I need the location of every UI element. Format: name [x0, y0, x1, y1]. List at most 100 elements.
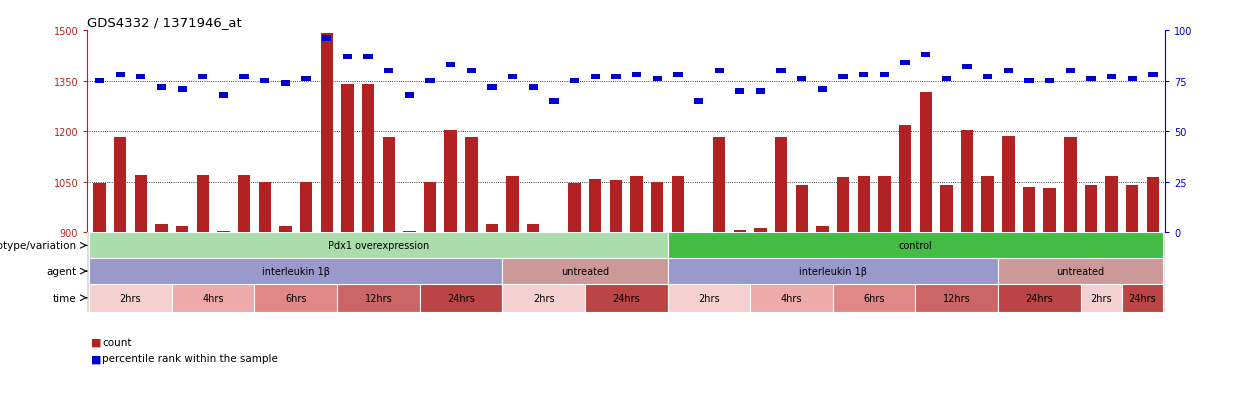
Bar	[797, 76, 807, 82]
Bar	[818, 87, 827, 93]
Text: Pdx1 overexpression: Pdx1 overexpression	[327, 241, 430, 251]
Bar	[777, 69, 786, 74]
Text: 2hrs: 2hrs	[1091, 293, 1112, 303]
Bar	[136, 75, 146, 80]
Bar	[667, 284, 751, 312]
Bar	[90, 233, 667, 259]
Bar	[134, 176, 147, 233]
Bar	[1084, 186, 1097, 233]
Text: 6hrs: 6hrs	[285, 293, 306, 303]
Bar	[651, 183, 664, 233]
Bar	[998, 284, 1081, 312]
Bar	[693, 99, 703, 104]
Bar	[403, 231, 416, 233]
Bar	[259, 183, 271, 233]
Text: 24hrs: 24hrs	[1129, 293, 1157, 303]
Bar	[1066, 69, 1074, 74]
Bar	[667, 259, 998, 284]
Bar	[859, 73, 869, 78]
Text: 12hrs: 12hrs	[365, 293, 392, 303]
Bar	[632, 73, 641, 78]
Bar	[527, 225, 539, 233]
Bar	[529, 85, 538, 90]
Text: untreated: untreated	[1057, 266, 1104, 276]
Bar	[733, 230, 746, 233]
Bar	[444, 131, 457, 233]
Bar	[837, 178, 849, 233]
Bar	[833, 284, 915, 312]
Bar	[962, 64, 971, 70]
Text: time: time	[52, 293, 76, 303]
Bar	[90, 259, 502, 284]
Bar	[260, 78, 269, 84]
Bar	[342, 55, 352, 60]
Bar	[1107, 75, 1117, 80]
Text: 24hrs: 24hrs	[447, 293, 474, 303]
Bar	[364, 55, 372, 60]
Bar	[90, 284, 172, 312]
Text: agent: agent	[46, 266, 76, 276]
Bar	[589, 180, 601, 233]
Text: genotype/variation: genotype/variation	[0, 241, 76, 251]
Bar	[585, 284, 667, 312]
Bar	[941, 76, 951, 82]
Bar	[172, 284, 254, 312]
Bar	[1045, 78, 1055, 84]
Bar	[362, 85, 375, 233]
Bar	[93, 184, 106, 233]
Bar	[630, 176, 642, 233]
Bar	[178, 87, 187, 93]
Bar	[1023, 188, 1035, 233]
Bar	[751, 284, 833, 312]
Bar	[508, 75, 517, 80]
Bar	[774, 138, 787, 233]
Bar	[420, 284, 502, 312]
Bar	[197, 176, 209, 233]
Bar	[1043, 188, 1056, 233]
Text: 24hrs: 24hrs	[1026, 293, 1053, 303]
Bar	[507, 176, 519, 233]
Bar	[611, 75, 620, 80]
Text: GDS4332 / 1371946_at: GDS4332 / 1371946_at	[87, 16, 242, 29]
Bar	[838, 75, 848, 80]
Bar	[116, 73, 124, 78]
Bar	[238, 176, 250, 233]
Bar	[715, 69, 723, 74]
Bar	[341, 85, 354, 233]
Text: 4hrs: 4hrs	[203, 293, 224, 303]
Text: interleukin 1β: interleukin 1β	[261, 266, 330, 276]
Bar	[796, 186, 808, 233]
Text: 24hrs: 24hrs	[613, 293, 640, 303]
Bar	[671, 176, 684, 233]
Bar	[382, 138, 395, 233]
Bar	[467, 69, 476, 74]
Bar	[405, 93, 415, 98]
Bar	[157, 85, 166, 90]
Bar	[239, 75, 249, 80]
Bar	[156, 225, 168, 233]
Text: 6hrs: 6hrs	[863, 293, 885, 303]
Text: untreated: untreated	[560, 266, 609, 276]
Bar	[610, 180, 622, 233]
Bar	[337, 284, 420, 312]
Text: interleukin 1β: interleukin 1β	[799, 266, 867, 276]
Bar	[754, 228, 767, 233]
Bar	[961, 131, 974, 233]
Text: ■: ■	[91, 354, 101, 363]
Bar	[940, 186, 952, 233]
Bar	[218, 231, 229, 233]
Bar	[383, 69, 393, 74]
Bar	[817, 227, 829, 233]
Bar	[279, 226, 291, 233]
Bar	[486, 225, 498, 233]
Bar	[198, 75, 208, 80]
Bar	[570, 78, 579, 84]
Bar	[1064, 138, 1077, 233]
Bar	[176, 226, 188, 233]
Bar	[590, 75, 600, 80]
Text: 2hrs: 2hrs	[533, 293, 554, 303]
Bar	[1087, 76, 1096, 82]
Bar	[320, 34, 332, 233]
Bar	[219, 93, 228, 98]
Bar	[300, 183, 312, 233]
